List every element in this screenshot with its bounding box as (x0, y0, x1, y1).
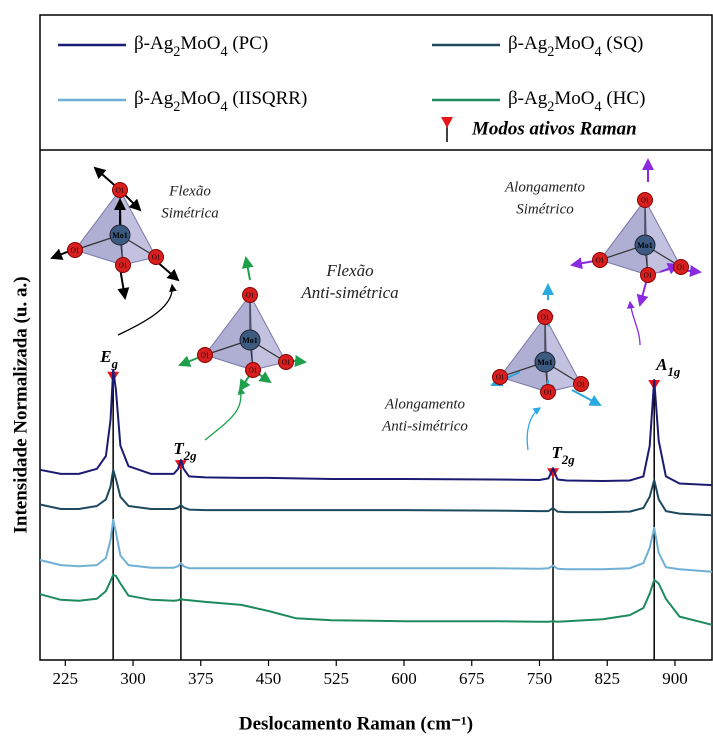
mode-label: T2g (551, 443, 575, 467)
mo-atom (239, 329, 261, 351)
o-atom (573, 376, 589, 392)
spectrum-line (39, 518, 713, 573)
atom-label: O1 (71, 247, 80, 255)
x-tick-label: 600 (391, 669, 417, 688)
atom-label: O1 (246, 292, 255, 300)
atom-label: O1 (201, 352, 210, 360)
x-tick-label: 900 (662, 669, 688, 688)
o-atom (148, 249, 164, 265)
o-atom (245, 362, 261, 378)
connector (626, 300, 641, 346)
connector (117, 283, 177, 336)
illustrations: Mo1 O1 O1 O1 O1 Mo1 O1 O1 O1 O1 Mo1 O1 O1 O1 O1 Mo1 O1 O1… (50, 158, 702, 451)
x-tick-label: 525 (324, 669, 350, 688)
o-atom (637, 192, 653, 208)
atom-label: O1 (641, 197, 650, 205)
mode-marker (174, 460, 187, 471)
mode-label: T2g (173, 439, 197, 463)
x-axis-title: Deslocamento Raman (cm⁻¹) (239, 713, 473, 734)
o-atom (242, 287, 258, 303)
annotation: Anti-simétrico (381, 418, 468, 434)
mode-marker (547, 468, 560, 479)
connector (526, 407, 542, 451)
atom-label: O1 (152, 254, 161, 262)
atom-label: Mo1 (242, 336, 258, 345)
o-atom (537, 309, 553, 325)
atom-label: O1 (577, 381, 586, 389)
x-tick-label: 825 (594, 669, 620, 688)
o-atom (592, 252, 608, 268)
legend-label: β-Ag2MoO4 (HC) (508, 88, 645, 115)
atom-label: Mo1 (537, 358, 553, 367)
frame (39, 14, 713, 661)
o-atom (673, 259, 689, 275)
mode-label: Eg (99, 347, 118, 371)
o-atom (640, 267, 656, 283)
atom-label: O1 (249, 367, 258, 375)
atom-label: O1 (119, 262, 128, 270)
x-tick-label: 450 (256, 669, 282, 688)
mo-atom (109, 224, 131, 246)
atom-label: O1 (282, 359, 291, 367)
o-atom (492, 369, 508, 385)
vib-arrow (571, 389, 602, 406)
atom-label: Mo1 (637, 241, 653, 250)
legend-label: β-Ag2MoO4 (IISQRR) (134, 88, 307, 115)
y-axis-title: Intensidade Normalizada (u. a.) (10, 276, 31, 533)
spectrum-line (39, 573, 713, 626)
o-atom (278, 354, 294, 370)
legend-label: β-Ag2MoO4 (SQ) (508, 33, 643, 60)
x-tick-label: 750 (527, 669, 553, 688)
o-atom (112, 182, 128, 198)
vib-arrow (241, 256, 254, 281)
atom-label: O1 (541, 314, 550, 322)
annotation: Alongamento (384, 396, 465, 412)
mo-atom (534, 351, 556, 373)
spectrum-line (39, 368, 713, 487)
mode-label: A1g (655, 355, 681, 379)
atom-label: O1 (644, 272, 653, 280)
legend-mode-marker (441, 117, 453, 128)
atom-label: O1 (496, 374, 505, 382)
vib-arrow (117, 267, 130, 300)
x-tick-label: 225 (53, 669, 79, 688)
atom-label: Mo1 (112, 231, 128, 240)
atom-label: O1 (677, 264, 686, 272)
connector (204, 386, 246, 441)
x-tick-label: 300 (120, 669, 146, 688)
annotation: Alongamento (504, 179, 585, 195)
o-atom (115, 257, 131, 273)
annotation: Flexão (168, 183, 211, 199)
annotation: Simétrico (516, 201, 574, 217)
o-atom (67, 242, 83, 258)
o-atom (540, 384, 556, 400)
legend-label: Modos ativos Raman (471, 118, 637, 139)
atom-label: O1 (544, 389, 553, 397)
annotation: Anti-simétrica (300, 283, 398, 302)
annotation: Simétrica (161, 205, 219, 221)
x-tick-label: 675 (459, 669, 485, 688)
atom-label: O1 (596, 257, 605, 265)
atom-label: O1 (116, 187, 125, 195)
legend-label: β-Ag2MoO4 (PC) (134, 33, 268, 60)
x-tick-label: 375 (188, 669, 214, 688)
mo-atom (634, 234, 656, 256)
annotation: Flexão (325, 261, 373, 280)
spectrum-line (39, 468, 713, 517)
o-atom (197, 347, 213, 363)
